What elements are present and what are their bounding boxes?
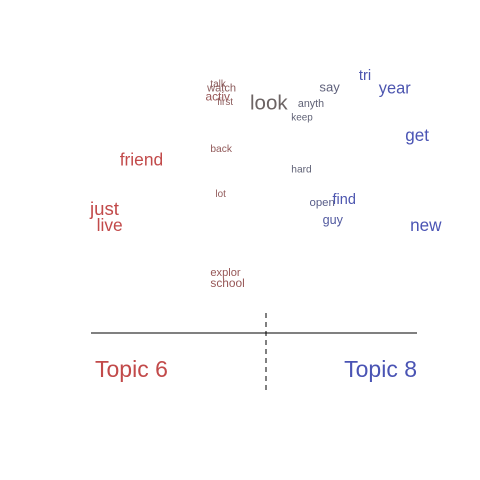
word-find: find — [333, 192, 356, 208]
word-first: first — [217, 97, 233, 108]
word-look: look — [250, 91, 288, 114]
word-year: year — [379, 80, 411, 98]
topic-left-label: Topic 6 — [95, 356, 168, 382]
word-tri: tri — [359, 68, 371, 84]
word-guy: guy — [323, 213, 344, 227]
topic-right-label: Topic 8 — [344, 356, 417, 382]
word-back: back — [210, 144, 232, 155]
word-say: say — [319, 79, 340, 94]
word-watch: watch — [206, 82, 236, 94]
word-hard: hard — [291, 164, 312, 175]
word-just: just — [89, 198, 120, 219]
word-explor: explor — [210, 267, 241, 279]
word-anyth: anyth — [298, 98, 324, 110]
word-open: open — [310, 197, 335, 209]
word-school: school — [210, 276, 244, 290]
word-live: live — [97, 215, 123, 235]
word-activ: activ — [206, 89, 231, 103]
word-talk: talk — [210, 79, 225, 90]
word-keep: keep — [291, 113, 313, 124]
word-get: get — [405, 126, 429, 145]
word-lot: lot — [215, 189, 226, 200]
word-new: new — [410, 216, 442, 235]
word-friend: friend — [120, 150, 164, 170]
